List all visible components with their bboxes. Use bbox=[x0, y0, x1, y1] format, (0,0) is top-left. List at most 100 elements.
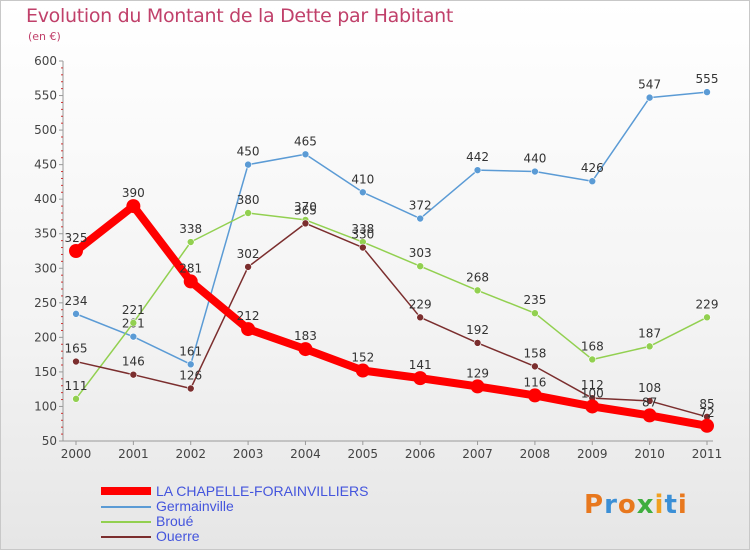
x-tick-label: 2008 bbox=[520, 447, 551, 461]
data-point bbox=[416, 313, 424, 322]
data-point bbox=[72, 357, 80, 366]
data-point bbox=[473, 339, 482, 347]
data-label: 268 bbox=[466, 270, 489, 284]
data-label: 547 bbox=[638, 78, 661, 92]
data-label: 187 bbox=[638, 326, 661, 340]
data-label: 212 bbox=[237, 309, 260, 323]
data-point bbox=[186, 360, 195, 369]
data-point bbox=[129, 319, 138, 327]
data-label: 555 bbox=[696, 72, 719, 86]
data-label: 192 bbox=[466, 323, 489, 337]
logo-letter: t bbox=[664, 490, 678, 520]
data-point bbox=[416, 262, 424, 271]
data-label: 426 bbox=[581, 161, 604, 175]
data-label: 338 bbox=[179, 222, 202, 236]
data-label: 281 bbox=[179, 261, 202, 275]
x-tick-label: 2004 bbox=[290, 447, 321, 461]
x-tick-label: 2007 bbox=[462, 447, 493, 461]
data-label: 229 bbox=[696, 297, 719, 311]
data-label: 410 bbox=[351, 172, 374, 186]
data-point bbox=[72, 395, 80, 403]
y-tick-label: 600 bbox=[34, 54, 57, 68]
data-label: 141 bbox=[409, 358, 432, 372]
data-label: 330 bbox=[351, 228, 374, 242]
y-tick-label: 350 bbox=[34, 227, 57, 241]
data-label: 372 bbox=[409, 199, 432, 213]
data-point bbox=[126, 199, 141, 214]
data-label: 303 bbox=[409, 246, 432, 260]
data-label: 221 bbox=[122, 303, 145, 317]
data-point bbox=[129, 332, 138, 341]
data-point bbox=[129, 370, 138, 379]
y-tick-label: 50 bbox=[42, 434, 57, 448]
data-label: 116 bbox=[523, 375, 546, 389]
legend-swatch bbox=[101, 506, 151, 508]
legend-label: Broué bbox=[156, 513, 194, 529]
data-point bbox=[588, 355, 597, 364]
data-label: 370 bbox=[294, 200, 317, 214]
data-point bbox=[241, 322, 256, 337]
data-label: 72 bbox=[699, 406, 714, 420]
data-point bbox=[301, 150, 310, 159]
x-tick-label: 2001 bbox=[118, 447, 149, 461]
y-tick-label: 200 bbox=[34, 330, 57, 344]
data-point bbox=[69, 244, 83, 258]
logo-letter: r bbox=[604, 490, 618, 520]
data-point bbox=[645, 397, 654, 405]
chart-title: Evolution du Montant de la Dette par Hab… bbox=[26, 5, 454, 27]
y-tick-label: 300 bbox=[34, 261, 57, 275]
logo-letter: x bbox=[636, 490, 655, 520]
data-label: 365 bbox=[294, 203, 317, 217]
legend-label: Germainville bbox=[156, 498, 234, 514]
data-label: 126 bbox=[179, 368, 202, 382]
data-label: 108 bbox=[638, 381, 661, 395]
data-label: 100 bbox=[581, 386, 604, 400]
x-tick-label: 2003 bbox=[233, 447, 264, 461]
data-point bbox=[703, 88, 711, 96]
logo-letter: o bbox=[617, 490, 637, 520]
data-label: 129 bbox=[466, 366, 489, 380]
logo-letter: i bbox=[677, 490, 688, 520]
data-point bbox=[244, 209, 252, 217]
y-tick-label: 400 bbox=[34, 192, 57, 206]
logo-letter: i bbox=[654, 490, 665, 520]
data-point bbox=[642, 408, 657, 423]
data-point bbox=[473, 286, 482, 295]
data-label: 85 bbox=[699, 397, 714, 411]
series-line bbox=[75, 222, 708, 418]
data-label: 158 bbox=[523, 346, 546, 360]
data-point bbox=[527, 388, 542, 403]
y-tick-label: 500 bbox=[34, 123, 57, 137]
data-point bbox=[359, 243, 367, 252]
data-label: 325 bbox=[65, 231, 88, 245]
data-label: 442 bbox=[466, 150, 489, 164]
x-tick-label: 2009 bbox=[577, 447, 608, 461]
data-label: 87 bbox=[642, 395, 657, 409]
x-tick-label: 2010 bbox=[634, 447, 665, 461]
data-label: 152 bbox=[351, 351, 374, 365]
data-label: 229 bbox=[409, 297, 432, 311]
data-label: 161 bbox=[179, 344, 202, 358]
data-point bbox=[703, 313, 711, 322]
data-label: 165 bbox=[65, 342, 88, 356]
data-point bbox=[531, 362, 539, 371]
data-point bbox=[470, 379, 485, 394]
data-label: 111 bbox=[65, 379, 88, 393]
data-label: 450 bbox=[237, 145, 260, 159]
data-label: 465 bbox=[294, 134, 317, 148]
data-point bbox=[72, 310, 80, 318]
data-label: 380 bbox=[237, 193, 260, 207]
data-label: 338 bbox=[351, 222, 374, 236]
legend-swatch bbox=[101, 536, 151, 538]
y-tick-label: 100 bbox=[34, 399, 57, 413]
data-point bbox=[244, 263, 252, 271]
data-point bbox=[700, 418, 714, 433]
data-point bbox=[645, 93, 654, 102]
data-point bbox=[359, 188, 367, 197]
data-label: 146 bbox=[122, 355, 145, 369]
x-tick-label: 2002 bbox=[175, 447, 206, 461]
series-line bbox=[75, 212, 708, 400]
proxiti-logo: Proxiti bbox=[584, 490, 688, 520]
data-label: 390 bbox=[122, 186, 145, 200]
